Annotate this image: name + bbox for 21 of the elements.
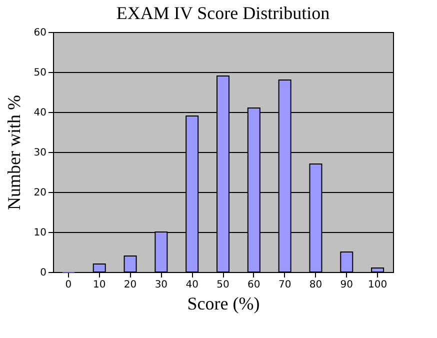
x-axis-title: Score (%) — [187, 294, 260, 314]
x-tick-label: 70 — [278, 280, 292, 290]
y-tick-label: 10 — [34, 228, 46, 238]
x-tick-label: 60 — [248, 280, 260, 290]
y-tick-label: 0 — [40, 268, 46, 278]
y-tick-label: 20 — [34, 188, 46, 198]
y-tick-label: 50 — [34, 68, 46, 78]
x-tick-label: 0 — [65, 280, 72, 290]
x-tick-label: 20 — [124, 280, 137, 290]
x-tick-label: 100 — [368, 280, 388, 290]
y-axis-title: Number with % — [4, 95, 24, 210]
y-tick-label: 60 — [34, 28, 46, 38]
x-tick-label: 10 — [92, 280, 106, 290]
y-tick-label: 30 — [34, 148, 46, 158]
x-tick-label: 50 — [216, 280, 230, 290]
chart-title: EXAM IV Score Distribution — [116, 3, 330, 23]
x-tick-label: 90 — [340, 280, 354, 290]
x-tick-label: 40 — [186, 280, 198, 290]
x-tick-label: 30 — [154, 280, 168, 290]
y-tick-label: 40 — [34, 108, 46, 118]
x-tick-label: 80 — [309, 280, 322, 290]
